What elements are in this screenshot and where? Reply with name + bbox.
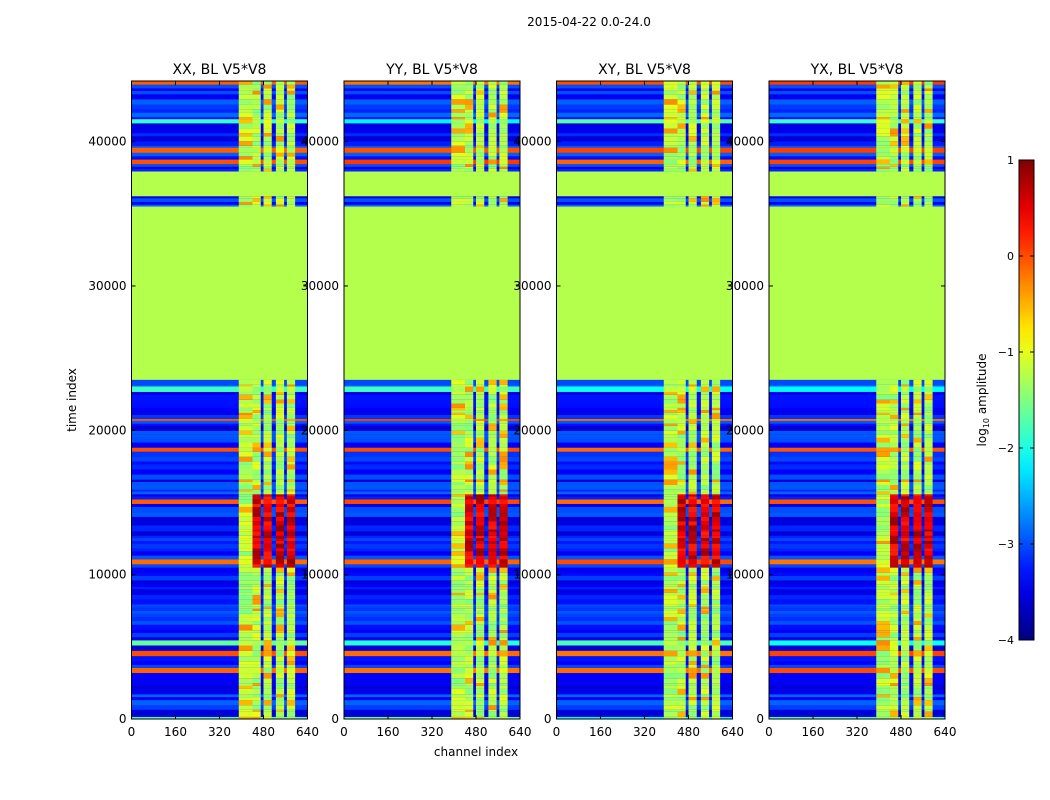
panel-2: XY, BL V5*V8 0 160 320 480 640 0 10000 20000 3000… <box>513 62 744 739</box>
x-tick-label: 480 <box>677 725 700 739</box>
heatmap-image <box>344 81 520 719</box>
x-tick-label: 320 <box>633 725 656 739</box>
y-tick-label: 40000 <box>301 135 339 149</box>
colorbar-tick-label: −3 <box>998 538 1014 551</box>
x-tick-label: 640 <box>296 725 319 739</box>
flagged-band <box>344 173 520 196</box>
y-tick-label: 30000 <box>726 279 764 293</box>
panel-0: XX, BL V5*V8 0 160 320 480 640 0 10000 20000 3000… <box>88 62 319 739</box>
x-tick-label: 160 <box>377 725 400 739</box>
colorbar-tick-label: −4 <box>998 634 1014 647</box>
flagged-band <box>556 206 733 380</box>
panel-title: YX, BL V5*V8 <box>810 62 904 78</box>
y-tick-label: 30000 <box>88 279 126 293</box>
x-tick-label: 320 <box>421 725 444 739</box>
y-tick-label: 0 <box>756 712 764 726</box>
colorbar-tick-label: 1 <box>1007 154 1014 167</box>
y-tick-label: 10000 <box>513 568 551 582</box>
x-tick-label: 480 <box>890 725 913 739</box>
y-tick-label: 40000 <box>88 135 126 149</box>
x-tick-label: 0 <box>128 725 136 739</box>
y-tick-label: 0 <box>331 712 339 726</box>
x-tick-label: 0 <box>765 725 773 739</box>
y-tick-label: 0 <box>544 712 552 726</box>
colorbar-tick-label: 0 <box>1007 250 1014 263</box>
x-tick-label: 320 <box>846 725 869 739</box>
x-tick-label: 0 <box>340 725 348 739</box>
heatmap-image <box>556 81 733 719</box>
x-tick-label: 160 <box>164 725 187 739</box>
x-tick-label: 480 <box>465 725 488 739</box>
flagged-band <box>344 206 520 380</box>
panel-1: YY, BL V5*V8 0 160 320 480 640 0 10000 20000 3000… <box>301 62 532 739</box>
y-tick-label: 40000 <box>513 135 551 149</box>
heatmap-image <box>131 81 308 719</box>
x-tick-label: 640 <box>934 725 957 739</box>
suptitle: 2015-04-22 0.0-24.0 <box>527 15 651 29</box>
x-tick-label: 640 <box>509 725 532 739</box>
colorbar: 1 0 −1 −2 −3 −4 log10 amplitude <box>975 154 1035 647</box>
flagged-band <box>556 173 733 196</box>
x-tick-label: 0 <box>553 725 561 739</box>
y-tick-label: 30000 <box>513 279 551 293</box>
colorbar-tick-label: −2 <box>998 442 1014 455</box>
flagged-band <box>131 173 308 196</box>
y-tick-label: 20000 <box>301 423 339 437</box>
panel-title: XX, BL V5*V8 <box>173 62 267 78</box>
colorbar-tick-label: −1 <box>998 346 1014 359</box>
y-tick-label: 10000 <box>301 568 339 582</box>
y-tick-label: 20000 <box>726 423 764 437</box>
flagged-band <box>769 206 945 380</box>
heatmap-image <box>769 81 945 719</box>
y-tick-label: 30000 <box>301 279 339 293</box>
colorbar-label: log10 amplitude <box>975 354 991 447</box>
panel-3: YX, BL V5*V8 0 160 320 480 640 0 10000 20000 3000… <box>726 62 957 739</box>
y-tick-label: 40000 <box>726 135 764 149</box>
y-tick-label: 10000 <box>88 568 126 582</box>
colorbar-gradient <box>1018 159 1035 641</box>
x-tick-label: 160 <box>802 725 825 739</box>
y-axis-label: time index <box>65 368 79 432</box>
x-tick-label: 640 <box>721 725 744 739</box>
y-tick-label: 20000 <box>513 423 551 437</box>
panel-title: XY, BL V5*V8 <box>598 62 691 78</box>
flagged-band <box>131 206 308 380</box>
x-tick-label: 160 <box>589 725 612 739</box>
panel-title: YY, BL V5*V8 <box>385 62 478 78</box>
y-tick-label: 0 <box>119 712 127 726</box>
panels-group: XX, BL V5*V8 0 160 320 480 640 0 10000 20000 3000… <box>88 62 956 739</box>
y-tick-label: 10000 <box>726 568 764 582</box>
y-tick-label: 20000 <box>88 423 126 437</box>
x-tick-label: 320 <box>208 725 231 739</box>
x-tick-label: 480 <box>252 725 275 739</box>
flagged-band <box>769 173 945 196</box>
x-axis-label: channel index <box>434 745 518 759</box>
